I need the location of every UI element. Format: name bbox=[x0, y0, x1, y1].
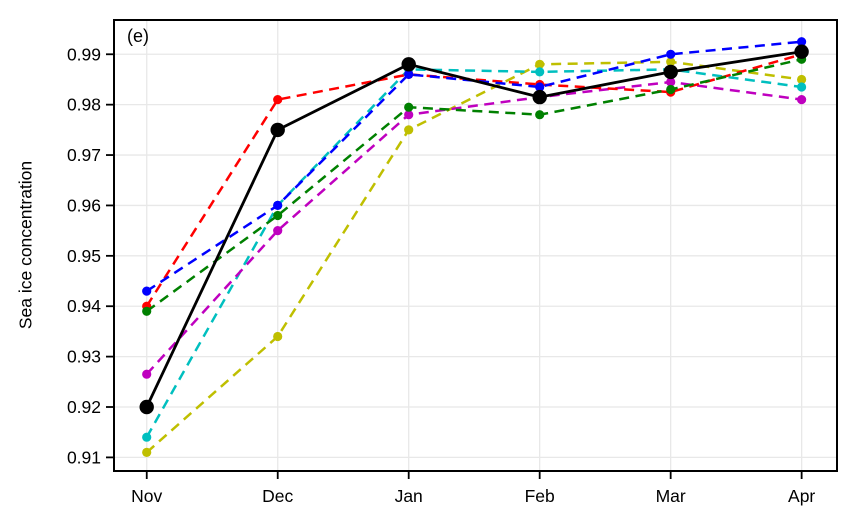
y-axis-label: Sea ice concentration bbox=[15, 160, 36, 330]
data-point-marker-black-solid bbox=[139, 399, 154, 415]
data-point-marker-blue-dashed bbox=[666, 49, 676, 59]
data-point-marker-green-dashed bbox=[404, 102, 414, 112]
data-point-marker-blue-dashed bbox=[142, 286, 152, 296]
data-point-marker-red-dashed bbox=[273, 95, 283, 105]
series-line-blue-dashed bbox=[146, 40, 802, 293]
data-point-marker-green-dashed bbox=[666, 84, 676, 95]
data-point-marker-cyan-dashed bbox=[142, 432, 152, 442]
y-tick-label: 0.99 bbox=[67, 44, 101, 64]
data-point-marker-blue-dashed bbox=[797, 37, 807, 47]
series-line-yellow-dashed bbox=[145, 60, 802, 454]
data-point-marker-black-solid bbox=[794, 44, 809, 59]
data-point-marker-cyan-dashed bbox=[535, 67, 545, 77]
x-tick-label: Dec bbox=[262, 486, 293, 506]
y-tick-label: 0.92 bbox=[67, 397, 101, 417]
data-point-marker-magenta-dashed bbox=[404, 110, 414, 120]
data-point-marker-green-dashed bbox=[535, 110, 545, 120]
x-tick-label: Apr bbox=[788, 486, 815, 506]
data-point-marker-magenta-dashed bbox=[273, 226, 283, 236]
y-tick-label: 0.95 bbox=[67, 246, 101, 266]
series-line-red-dashed bbox=[145, 53, 802, 307]
data-point-marker-yellow-dashed bbox=[666, 57, 676, 67]
y-tick-label: 0.96 bbox=[67, 195, 101, 215]
plot-frame bbox=[113, 19, 838, 472]
data-point-marker-yellow-dashed bbox=[797, 74, 807, 85]
panel-label: (e) bbox=[127, 26, 149, 46]
data-point-marker-green-dashed bbox=[142, 306, 152, 316]
y-tick-label: 0.94 bbox=[67, 296, 101, 316]
data-point-marker-blue-dashed bbox=[404, 69, 414, 79]
series-line-black-solid bbox=[145, 50, 802, 408]
x-tick-label: Mar bbox=[656, 486, 686, 506]
x-tick-label: Jan bbox=[395, 486, 423, 506]
y-tick-label: 0.98 bbox=[67, 95, 101, 115]
data-point-marker-yellow-dashed bbox=[273, 331, 283, 342]
series-line-cyan-dashed bbox=[145, 68, 802, 438]
data-point-marker-black-solid bbox=[270, 122, 285, 138]
data-point-marker-black-solid bbox=[532, 89, 547, 105]
data-point-marker-black-solid bbox=[663, 64, 678, 80]
x-tick-label: Nov bbox=[131, 486, 162, 506]
data-point-marker-blue-dashed bbox=[273, 200, 283, 210]
y-tick-label: 0.91 bbox=[67, 447, 101, 467]
y-tick-label: 0.97 bbox=[67, 145, 101, 165]
data-point-marker-cyan-dashed bbox=[797, 82, 807, 92]
data-point-marker-yellow-dashed bbox=[404, 125, 414, 135]
data-point-marker-black-solid bbox=[401, 57, 416, 72]
data-point-marker-green-dashed bbox=[273, 210, 283, 221]
data-point-marker-magenta-dashed bbox=[142, 369, 152, 379]
y-tick-label: 0.93 bbox=[67, 347, 101, 367]
data-point-marker-blue-dashed bbox=[535, 82, 545, 92]
data-point-marker-magenta-dashed bbox=[797, 95, 807, 105]
series-line-magenta-dashed bbox=[145, 80, 802, 376]
data-point-marker-yellow-dashed bbox=[142, 447, 152, 457]
x-tick-label: Feb bbox=[525, 486, 555, 506]
data-point-marker-magenta-dashed bbox=[666, 77, 676, 87]
data-point-marker-yellow-dashed bbox=[535, 59, 545, 69]
series-line-green-dashed bbox=[145, 58, 802, 313]
